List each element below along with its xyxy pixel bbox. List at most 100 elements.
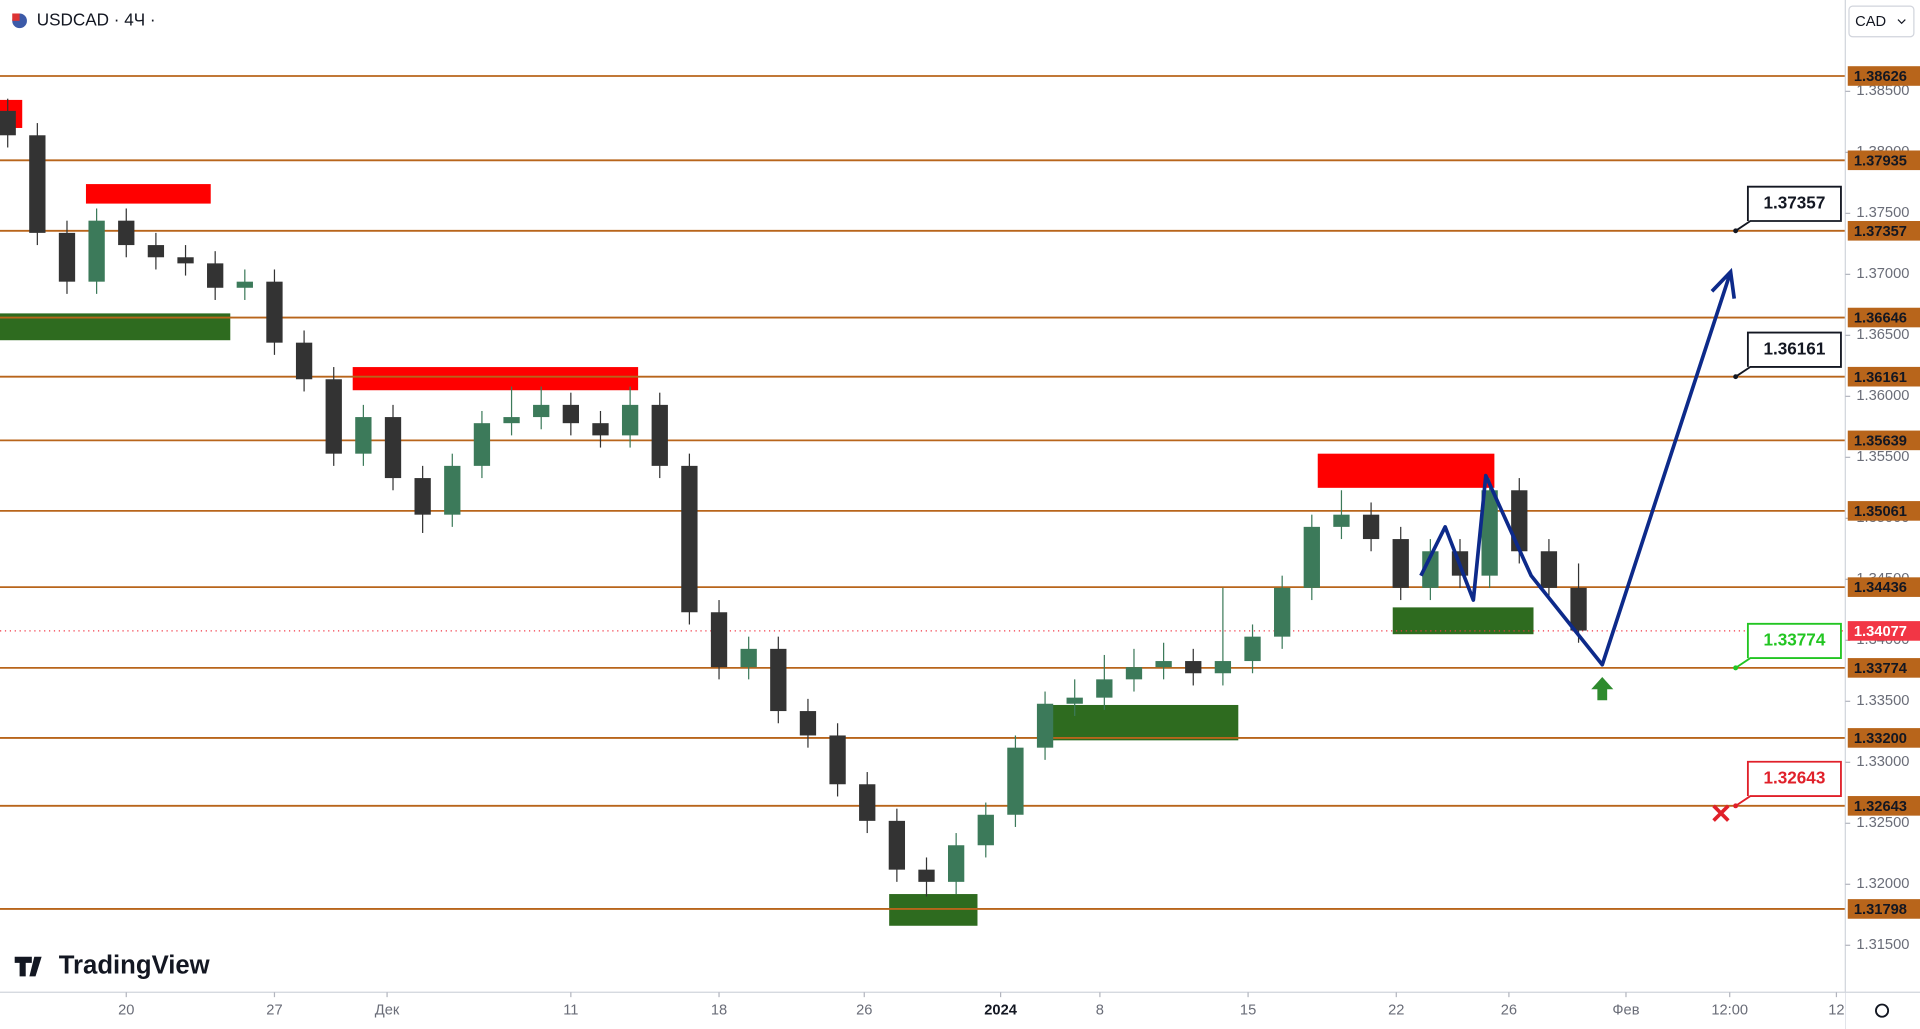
candle-body — [947, 845, 965, 882]
level-label: 1.33774 — [1854, 661, 1908, 677]
last-price-bg — [1847, 621, 1920, 641]
x-tick-label: 12:00 — [1711, 1002, 1748, 1018]
level-label: 1.36161 — [1854, 370, 1907, 386]
candle-body — [236, 281, 253, 288]
zone — [352, 367, 639, 391]
settings-icon[interactable] — [1875, 1003, 1890, 1018]
level-label-bg — [1847, 796, 1920, 816]
x-tick-label: 2024 — [984, 1002, 1017, 1018]
level-label-bg — [1847, 307, 1920, 328]
y-tick-label: 1.32500 — [1856, 815, 1909, 831]
level-label-bg — [1847, 501, 1920, 521]
level-label: 1.38626 — [1854, 69, 1907, 85]
level-label-bg — [1847, 899, 1920, 919]
level-label: 1.35061 — [1854, 504, 1907, 520]
time-axis — [0, 992, 1846, 1029]
candle-body — [977, 814, 994, 846]
candle-body — [295, 342, 313, 380]
candle-body — [1185, 661, 1202, 674]
x-tick-label: 8 — [1096, 1002, 1104, 1018]
candle-body — [355, 417, 372, 454]
candle-body — [1007, 747, 1024, 815]
candle-body — [147, 245, 165, 258]
candle-body — [1570, 587, 1587, 631]
flag-icon — [12, 13, 20, 21]
level-label: 1.35639 — [1854, 433, 1907, 449]
candle-body — [266, 281, 283, 343]
candle-body — [58, 232, 76, 282]
candle-body — [1362, 514, 1380, 540]
y-tick-label: 1.38500 — [1856, 83, 1909, 99]
candle-body — [1155, 661, 1172, 668]
level-label-bg — [1847, 728, 1920, 748]
candle-body — [1303, 526, 1320, 588]
plot: 1.37357 1.36161 1.33774 1.32643 — [0, 75, 1846, 926]
candle-body — [118, 220, 135, 246]
candle-body — [829, 735, 846, 785]
candle-body — [1214, 661, 1232, 674]
y-tick-label: 1.37000 — [1856, 266, 1909, 282]
projection-arrowhead — [1710, 267, 1737, 299]
dropdown-caret — [1897, 19, 1906, 25]
x-tick-label: 18 — [711, 1002, 727, 1018]
buy-arrow — [1591, 676, 1614, 701]
currency[interactable]: CAD — [1855, 14, 1886, 30]
level-label-bg — [1847, 66, 1920, 86]
level-label: 1.32643 — [1854, 799, 1907, 815]
projection — [1419, 271, 1733, 667]
candle-body — [710, 612, 728, 668]
level-label: 1.33200 — [1854, 731, 1907, 747]
x-tick-label: 26 — [856, 1002, 872, 1018]
x-tick-label: Фев — [1612, 1002, 1639, 1018]
callout-box — [1735, 622, 1842, 669]
candle-body — [1392, 539, 1409, 588]
level-label: 1.31798 — [1854, 902, 1907, 918]
candle-body — [384, 417, 402, 479]
candle-body — [592, 423, 609, 436]
candle-body — [1274, 587, 1291, 637]
x-tick-label: 20 — [118, 1002, 134, 1018]
y-tick-label: 1.32000 — [1856, 876, 1909, 892]
candle-body — [414, 478, 431, 515]
zone — [889, 894, 978, 926]
candle-body — [1511, 490, 1528, 552]
candle-body — [473, 423, 491, 466]
zone — [1050, 704, 1239, 741]
callout-label: 1.37357 — [1763, 192, 1825, 212]
x-tick-label: 27 — [266, 1002, 282, 1018]
candle-body — [1422, 551, 1439, 588]
candle-body — [621, 404, 639, 436]
level-label: 1.34436 — [1854, 580, 1907, 596]
level-label-bg — [1847, 221, 1920, 241]
y-tick-label: 1.36500 — [1856, 327, 1909, 343]
zone — [85, 184, 211, 204]
callout-label: 1.36161 — [1763, 338, 1825, 358]
candle-body — [1096, 679, 1113, 698]
candle-body — [1244, 636, 1261, 662]
candle-body — [1036, 703, 1054, 748]
x-tick-label: 26 — [1501, 1002, 1517, 1018]
y-tick-label: 1.37500 — [1856, 205, 1909, 221]
candle-body — [562, 404, 579, 424]
candle-body — [207, 263, 224, 288]
level-label: 1.36646 — [1854, 311, 1907, 327]
currency-select[interactable] — [1848, 5, 1915, 38]
candle-body — [1540, 551, 1558, 588]
candle-body — [325, 379, 342, 454]
callout-box — [1735, 331, 1842, 378]
x-tick-label: 15 — [1240, 1002, 1256, 1018]
level-label-bg — [1847, 366, 1920, 387]
candle-body — [740, 648, 757, 668]
candle-body — [918, 869, 935, 882]
candle-body — [1125, 667, 1143, 680]
y-tick-label: 1.36000 — [1856, 388, 1909, 404]
candle-body — [770, 648, 787, 712]
candle-body — [1333, 514, 1350, 527]
logo-mark — [14, 956, 42, 977]
candle-body — [651, 404, 668, 466]
candle-body — [503, 417, 520, 424]
zone — [1317, 453, 1495, 488]
candle-body — [859, 784, 876, 821]
level-label-bg — [1847, 150, 1920, 171]
